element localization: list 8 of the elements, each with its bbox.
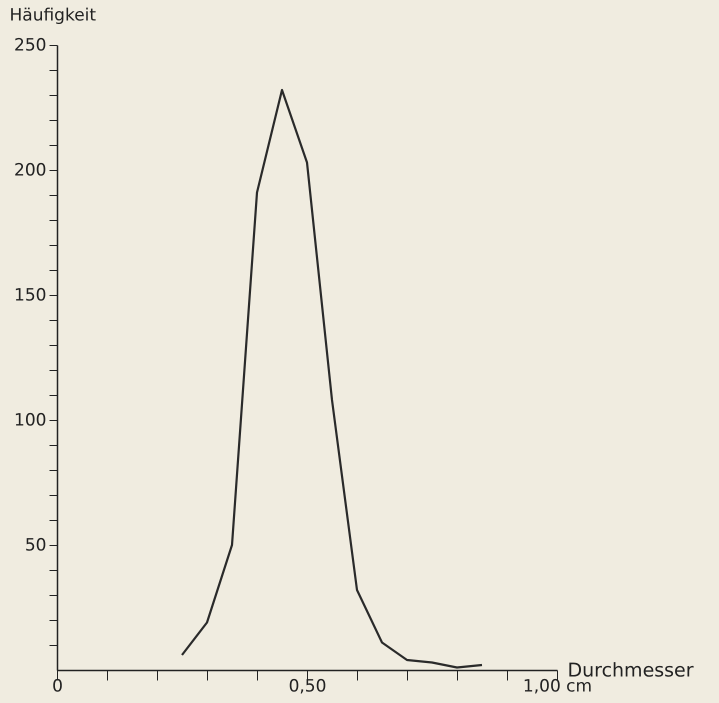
y-axis-title: Häufigkeit [10,6,96,26]
y-tick-label: 50 [24,536,46,556]
x-tick-label: 0,50 [288,676,326,696]
y-tick-label: 100 [14,410,46,430]
x-tick-label: 0 [52,676,63,696]
y-tick-label: 200 [14,160,46,180]
y-tick-label: 150 [14,286,46,306]
y-tick-label: 250 [14,36,46,56]
